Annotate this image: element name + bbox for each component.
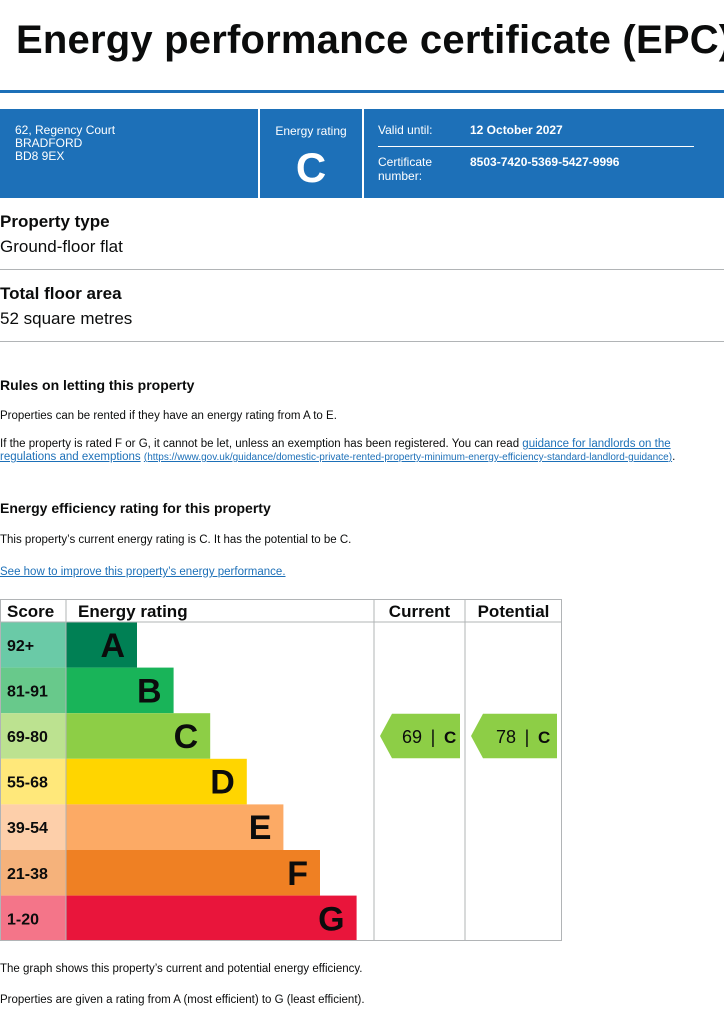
rating-band-d <box>66 758 247 805</box>
divider <box>0 269 724 270</box>
valid-until-label: Valid until: <box>378 123 433 137</box>
landlord-guidance-url[interactable]: (https://www.gov.uk/guidance/domestic-pr… <box>143 452 673 463</box>
banner-rule <box>378 146 694 147</box>
floor-area-heading: Total floor area <box>0 284 122 303</box>
certificate-number-value: 8503-7420-5369-5427-9996 <box>470 155 620 169</box>
efficiency-text: This property’s current energy rating is… <box>0 534 352 546</box>
current-rating-letter: C <box>444 728 456 747</box>
property-type-value: Ground-floor flat <box>0 237 123 256</box>
score-label: 55-68 <box>7 775 48 792</box>
rating-band-c <box>66 713 211 759</box>
score-label: 39-54 <box>7 820 48 837</box>
certificate-summary-banner: 62, Regency Court BRADFORD BD8 9EX Energ… <box>0 109 724 198</box>
score-cell <box>0 713 66 759</box>
current-header: Current <box>389 602 451 621</box>
efficiency-heading: Energy efficiency rating for this proper… <box>0 500 271 516</box>
energy-rating-header: Energy rating <box>78 602 188 621</box>
band-letter: G <box>318 900 344 938</box>
divider <box>0 341 724 342</box>
score-label: 69-80 <box>7 729 48 746</box>
score-cell <box>0 622 66 668</box>
energy-rating-letter: C <box>295 144 327 191</box>
potential-rating-letter: C <box>538 728 550 747</box>
banner-divider <box>362 109 364 198</box>
property-type-heading: Property type <box>0 212 110 231</box>
band-letter: F <box>287 855 308 893</box>
score-cell <box>0 667 66 714</box>
rating-band-f <box>66 850 320 896</box>
certificate-number-label: Certificate number: <box>378 155 433 183</box>
potential-rating-separator: | <box>525 727 530 747</box>
current-rating-pointer <box>380 713 460 759</box>
graph-explanation: The graph shows this property’s current … <box>0 963 363 975</box>
letting-rules-paragraph-1: Properties can be rented if they have an… <box>0 410 337 422</box>
score-label: 21-38 <box>7 866 48 883</box>
banner-divider <box>258 109 260 198</box>
current-rating-score: 69 <box>402 727 422 747</box>
potential-rating-score: 78 <box>496 727 516 747</box>
address-line-3: BD8 9EX <box>15 149 65 163</box>
valid-until-value: 12 October 2027 <box>470 123 563 137</box>
potential-rating-pointer <box>471 713 557 759</box>
score-label: 81-91 <box>7 683 48 700</box>
title-divider <box>0 90 724 93</box>
letting-rules-paragraph-2: If the property is rated F or G, it cann… <box>0 438 724 464</box>
energy-rating-chart: 92+ A 81-91 B 69-80 C 55-68 D 39-54 E 21-38 F 1-20 G S… <box>0 599 562 941</box>
landlord-guidance-link[interactable]: guidance for landlords on the regulation… <box>0 438 671 463</box>
potential-header: Potential <box>478 602 550 621</box>
rating-band-e <box>66 804 284 850</box>
property-address: 62, Regency Court BRADFORD BD8 9EX <box>15 124 115 163</box>
band-letter: B <box>137 672 162 710</box>
band-letter: E <box>249 809 272 847</box>
band-letter: D <box>210 764 235 802</box>
score-cell <box>0 758 66 805</box>
rating-explanation: Properties are given a rating from A (mo… <box>0 994 365 1006</box>
page-title: Energy performance certificate (EPC) <box>16 18 724 62</box>
letting-rules-heading: Rules on letting this property <box>0 377 195 393</box>
improve-performance-link[interactable]: See how to improve this property’s energ… <box>0 566 286 578</box>
score-header: Score <box>7 602 54 621</box>
energy-rating-label: Energy rating <box>275 124 347 138</box>
letting-rules-text: If the property is rated F or G, it cann… <box>0 438 523 450</box>
energy-rating-graph: 92+ A 81-91 B 69-80 C 55-68 D 39-54 E 21-38 F 1-20 G S… <box>0 599 562 941</box>
letting-rules-end: . <box>672 451 676 463</box>
current-rating-separator: | <box>431 727 436 747</box>
rating-band-b <box>66 667 174 714</box>
rating-band-a <box>66 622 137 668</box>
score-cell <box>0 850 66 896</box>
address-line-2: BRADFORD <box>15 136 83 150</box>
score-label: 92+ <box>7 638 34 655</box>
score-cell <box>0 804 66 850</box>
band-letter: A <box>100 627 125 665</box>
floor-area-value: 52 square metres <box>0 309 133 328</box>
rating-band-g <box>66 895 357 941</box>
score-cell <box>0 895 66 941</box>
score-label: 1-20 <box>7 911 39 928</box>
band-letter: C <box>174 718 199 756</box>
address-line-1: 62, Regency Court <box>15 123 116 137</box>
